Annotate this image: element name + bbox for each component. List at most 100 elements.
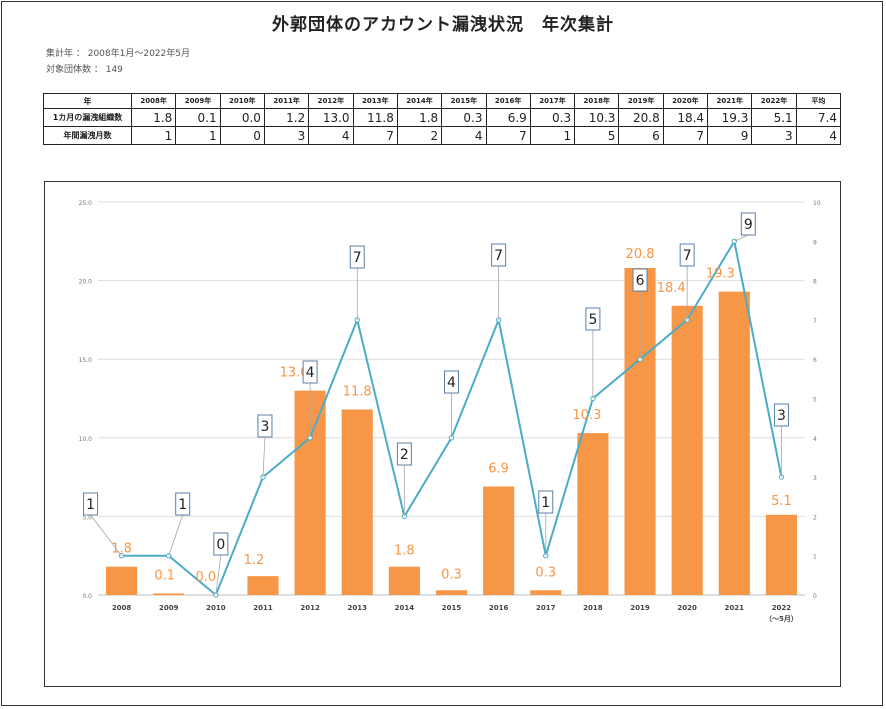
x-tick-label: 2017 (536, 604, 556, 612)
callout-leader (215, 554, 222, 596)
table-cell: 0.3 (441, 108, 487, 127)
x-tick-label: 2013 (347, 604, 367, 612)
y-left-tick-label: 10.0 (79, 436, 93, 443)
table-year-header: 2017年 (529, 93, 576, 109)
bar (577, 433, 609, 595)
x-tick-label: 2015 (442, 604, 462, 612)
y-right-tick-label: 3 (813, 475, 817, 482)
table-cell: 1.2 (263, 108, 310, 127)
x-tick-label: 2008 (112, 604, 132, 612)
line-point (731, 238, 737, 244)
x-tick-label: 2014 (395, 604, 415, 612)
bar (530, 590, 562, 595)
period-text: 集計年 ： 2008年1月～2022年5月 (46, 49, 190, 59)
callout-box (491, 243, 507, 267)
table-cell: 0 (219, 126, 265, 145)
chart-container: 0.0 5.0 10.0 15.0 20.0 25.0 0 1 2 3 4 5 6 7 8 9 10 1.8 0.1… (44, 181, 841, 687)
callout-box (175, 492, 191, 516)
table-year-header: 2015年 (441, 93, 487, 109)
bar-data-label: 1.8 (111, 542, 132, 557)
table-cell: 7 (485, 126, 531, 145)
line-data-label: 5 (588, 312, 597, 328)
table-row: 年間漏洩月数 1 1 0 3 4 7 2 4 7 1 5 6 7 9 3 4 (43, 126, 842, 145)
table-year-header: 2016年 (485, 93, 531, 109)
table-year-header: 2011年 (263, 93, 310, 109)
bar-data-label: 0.1 (154, 568, 175, 583)
table-year-header: 2012年 (308, 93, 354, 109)
table-cell: 5.1 (751, 108, 797, 127)
table-cell: 11.8 (352, 108, 398, 127)
bar-data-label: 13.0 (280, 366, 309, 381)
line-data-label: 7 (683, 248, 692, 264)
table-cell: 0.1 (175, 108, 221, 127)
table-cell: 20.8 (618, 108, 664, 127)
table-cell: 3 (751, 126, 797, 145)
page-title: 外郭団体のアカウント漏洩状況 年次集計 (272, 15, 614, 35)
x-tick-label: 2021 (725, 604, 745, 612)
y-right-tick-label: 2 (813, 514, 817, 521)
table-year-header: 2013年 (352, 93, 398, 109)
y-right-tick-label: 10 (813, 200, 821, 207)
callout-box (538, 490, 554, 514)
line-data-label: 4 (306, 365, 315, 381)
table-cell: 0.3 (529, 108, 576, 127)
line-data-label: 4 (447, 375, 456, 391)
table-cell: 9 (707, 126, 753, 145)
y-left-tick-label: 20.0 (79, 279, 93, 286)
line-data-label: 6 (636, 273, 645, 289)
callout-box (444, 370, 459, 394)
bar-data-label: 6.9 (488, 462, 509, 477)
bar-data-label: 0.0 (195, 570, 216, 585)
y-left-tick-label: 15.0 (79, 357, 93, 364)
table-cell: 4 (308, 126, 354, 145)
table-cell: 3 (263, 126, 310, 145)
x-tick-label: 2018 (583, 604, 603, 612)
bar-data-label: 11.8 (343, 385, 372, 400)
org-count-text: 対象団体数 ： 149 (46, 65, 123, 75)
table-year-header: 2021年 (707, 93, 753, 109)
bar-data-label: 20.8 (626, 247, 655, 262)
table-year-header: 2020年 (662, 93, 709, 109)
table-cell: 5 (574, 126, 620, 145)
table-cell: 10.3 (574, 108, 620, 127)
table-header-row: 年 2008年 2009年 2010年 2011年 2012年 2013年 2014年 2015… (43, 93, 842, 109)
bar-data-label: 19.3 (706, 267, 735, 282)
line-data-label: 1 (86, 497, 95, 513)
y-left-tick-label: 0.0 (82, 593, 92, 600)
x-tick-label: 2016 (489, 604, 509, 612)
y-left-tick-label: 25.0 (79, 200, 93, 207)
table-row-label: 年間漏洩月数 (43, 126, 132, 145)
x-tick-label: 2020 (677, 604, 697, 612)
table-cell: 6 (618, 126, 664, 145)
line-data-label: 3 (261, 419, 270, 435)
callout-leader (168, 514, 184, 556)
bar (765, 514, 797, 595)
line-data-label: 7 (494, 248, 503, 264)
callout-leader (90, 514, 122, 556)
callout-leader (262, 436, 266, 478)
callout-box (349, 245, 365, 269)
y-right-tick-label: 8 (813, 279, 817, 286)
bar (483, 486, 515, 595)
table-cell: 7 (662, 126, 709, 145)
table-cell: 19.3 (707, 108, 753, 127)
bar-data-label: 5.1 (771, 494, 792, 509)
table-cell: 1.8 (396, 108, 443, 127)
table-year-header: 2022年 (751, 93, 797, 109)
x-tick-label: 2010 (206, 604, 226, 612)
table-row-label: 1カ月の漏洩組織数 (43, 108, 132, 127)
table-cell: 2 (396, 126, 443, 145)
y-right-tick-label: 6 (813, 357, 817, 364)
table-cell: 7.4 (795, 108, 842, 127)
callout-box (632, 268, 648, 292)
line-data-label: 2 (400, 447, 409, 463)
x-tick-label: 2019 (630, 604, 650, 612)
callout-box (302, 360, 318, 384)
x-tick-label: 2022 (772, 604, 792, 612)
table-cell: 1 (130, 126, 177, 145)
bar-data-label: 1.2 (244, 553, 265, 568)
table-year-header: 2019年 (618, 93, 664, 109)
line-data-label: 7 (353, 250, 362, 266)
bar-data-label: 10.3 (572, 408, 601, 423)
